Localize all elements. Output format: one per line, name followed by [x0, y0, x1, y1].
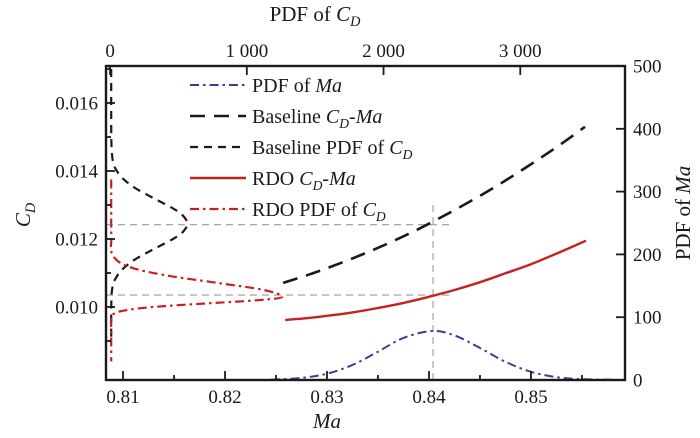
axis-ticks — [106, 65, 625, 381]
axis-tick-labels: 0.81 0.82 0.83 0.84 0.85 0 1 000 2 000 3 000 0.01… — [55, 41, 661, 408]
left-axis-tick-label: 0.010 — [55, 297, 98, 318]
right-axis-title: PDF of Ma — [671, 166, 695, 261]
legend-label-rdo-cd-ma: RDO CD-Ma — [252, 168, 356, 193]
legend-item-baseline-cd-ma: Baseline CD-Ma — [190, 106, 382, 131]
right-axis-tick-label: 400 — [633, 119, 662, 140]
series-group — [109, 69, 623, 381]
bottom-axis-tick-label: 0.81 — [106, 387, 139, 408]
curve-rdo-cd-ma — [285, 239, 587, 322]
legend-item-rdo-pdf-cd: RDO PDF of CD — [190, 199, 386, 224]
crosshair — [106, 204, 454, 380]
curve-rdo-pdf-cd — [109, 179, 284, 362]
legend-label-rdo-pdf-cd: RDO PDF of CD — [252, 199, 386, 224]
right-axis-tick-label: 0 — [633, 371, 643, 392]
legend-label-baseline-pdf-cd: Baseline PDF of CD — [252, 137, 413, 162]
legend-item-rdo-cd-ma: RDO CD-Ma — [190, 168, 356, 193]
right-axis-tick-label: 200 — [633, 245, 662, 266]
left-axis-tick-label: 0.014 — [55, 161, 98, 182]
right-axis-tick-label: 500 — [633, 57, 662, 78]
curve-baseline-pdf-cd — [110, 69, 189, 341]
bottom-axis-title: Ma — [312, 409, 341, 433]
left-axis-tick-label: 0.016 — [55, 93, 98, 114]
top-axis-tick-label: 3 000 — [499, 41, 542, 62]
bottom-axis-tick-label: 0.83 — [310, 387, 343, 408]
right-axis-tick-label: 300 — [633, 182, 662, 203]
left-axis-tick-label: 0.012 — [55, 229, 98, 250]
bottom-axis-tick-label: 0.85 — [514, 387, 547, 408]
curve-baseline-cd-ma — [282, 125, 586, 285]
left-axis-title: CD — [11, 202, 39, 227]
top-axis-tick-label: 0 — [105, 41, 115, 62]
legend-label-baseline-cd-ma: Baseline CD-Ma — [252, 106, 382, 131]
curve-pdf-ma — [270, 329, 623, 381]
legend: PDF of Ma Baseline CD-Ma Baseline PDF of C… — [190, 75, 413, 224]
plot-frame — [104, 64, 627, 382]
legend-item-baseline-pdf-cd: Baseline PDF of CD — [190, 137, 413, 162]
bottom-axis-tick-label: 0.84 — [412, 387, 446, 408]
top-axis-tick-label: 2 000 — [362, 41, 405, 62]
bottom-axis-tick-label: 0.82 — [208, 387, 241, 408]
legend-item-pdf-ma: PDF of Ma — [190, 75, 342, 97]
top-axis-title: PDF of CD — [270, 2, 362, 30]
legend-label-pdf-ma: PDF of Ma — [252, 75, 342, 97]
right-axis-tick-label: 100 — [633, 308, 662, 329]
top-axis-tick-label: 1 000 — [225, 41, 268, 62]
